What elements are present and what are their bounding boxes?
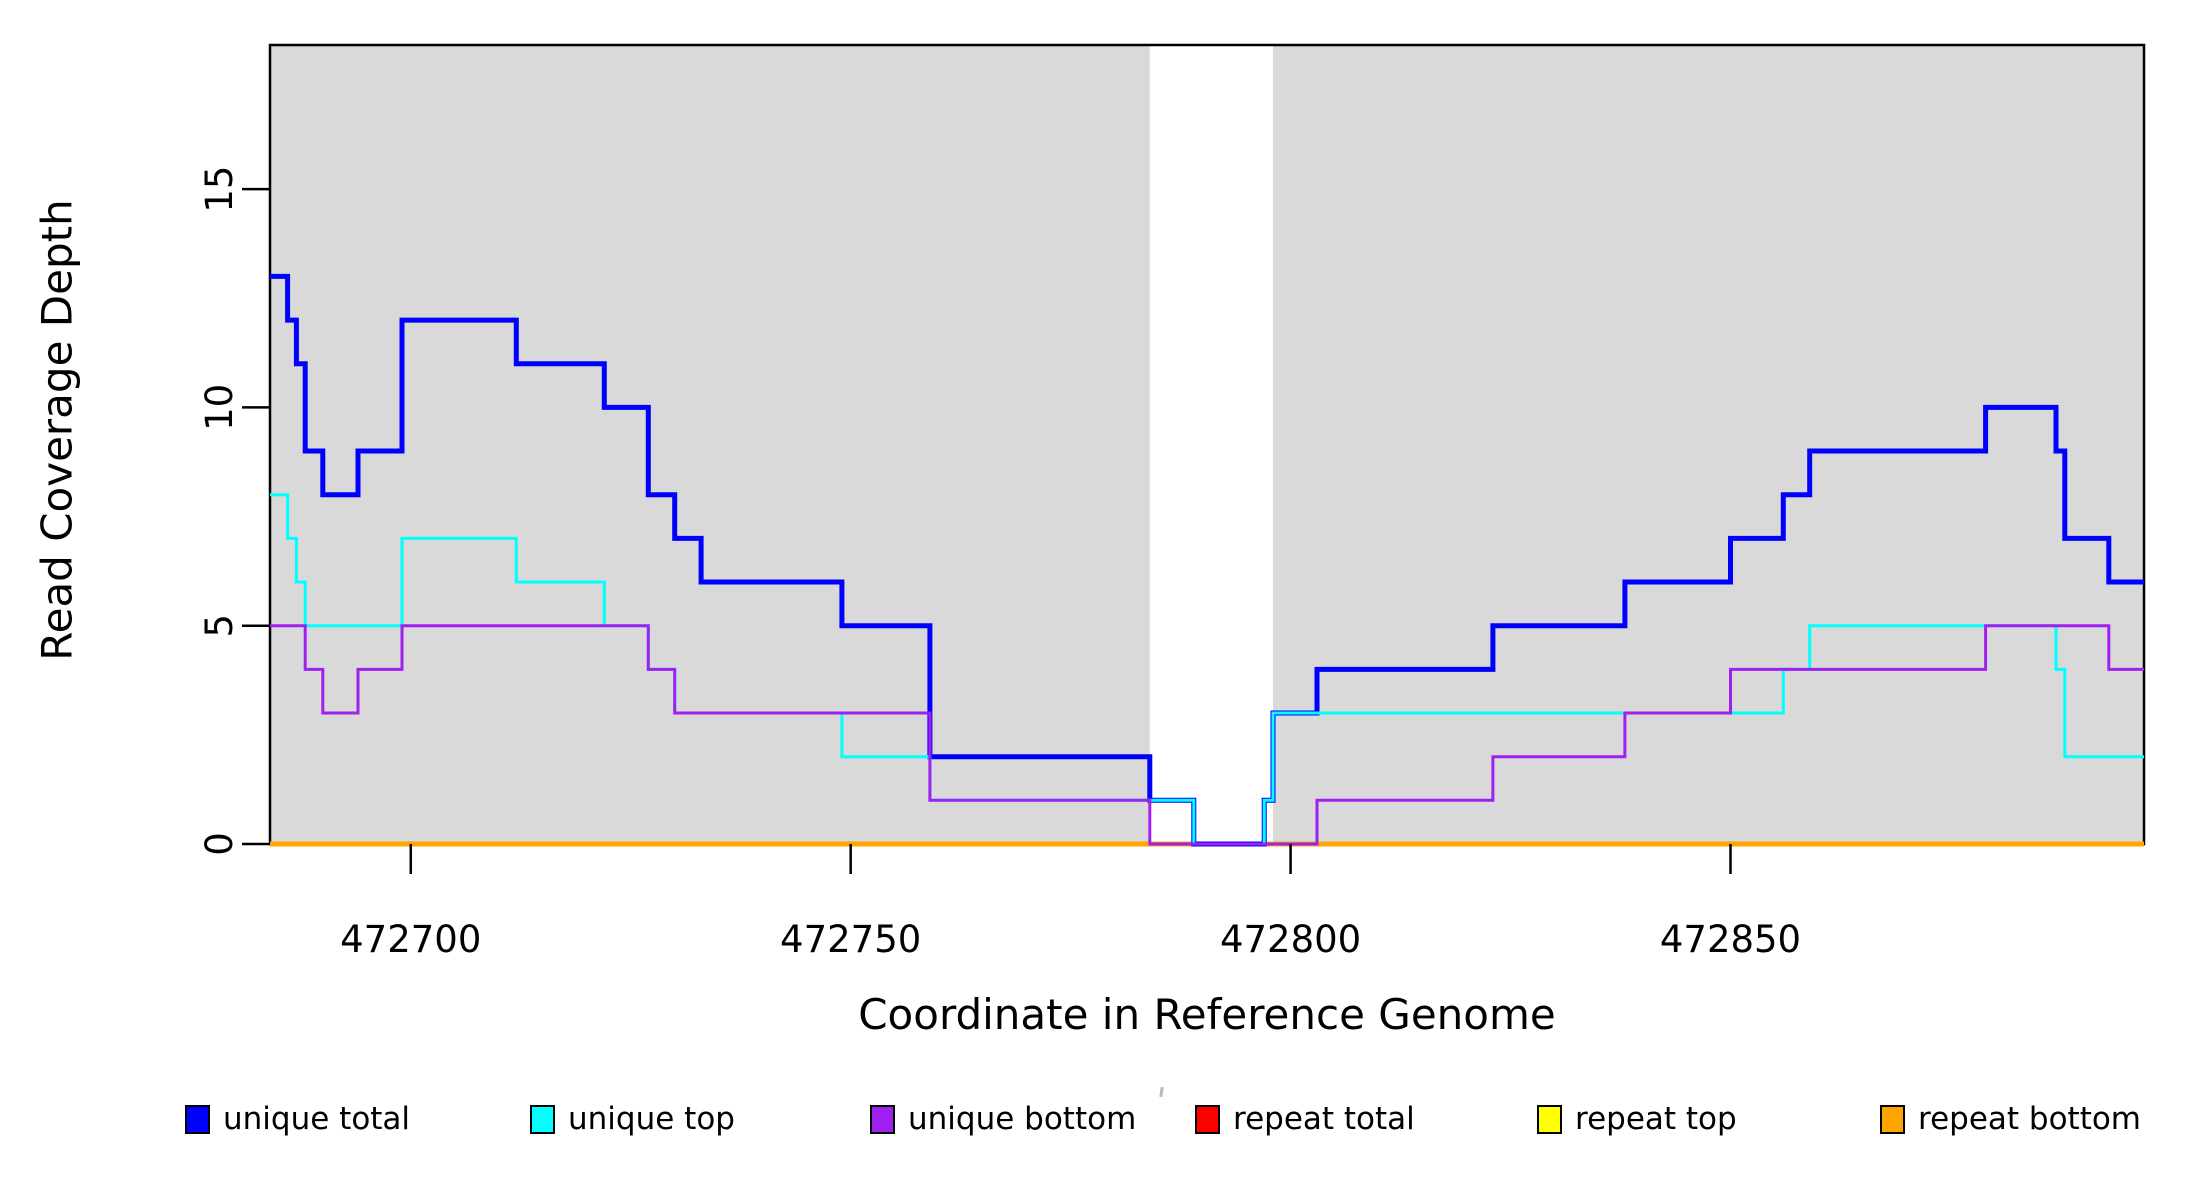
legend-item-unique-top: unique top: [530, 1100, 735, 1138]
legend-label: unique total: [223, 1101, 411, 1137]
series-unique-total: [270, 273, 2144, 847]
legend-item-unique-total: unique total: [185, 1100, 410, 1138]
legend-swatch-repeat-total: [1195, 1104, 1220, 1134]
y-tick-label: 5: [198, 614, 241, 638]
legend-swatch-repeat-bottom: [1880, 1104, 1905, 1134]
x-axis-title: Coordinate in Reference Genome: [858, 990, 1556, 1039]
legend-label: unique bottom: [908, 1101, 1137, 1137]
legend-swatch-repeat-top: [1537, 1104, 1562, 1134]
legend-label: unique top: [568, 1101, 735, 1137]
legend-swatch-unique-total: [185, 1104, 210, 1134]
legend-swatch-unique-bottom: [870, 1104, 895, 1134]
shaded-region: [270, 45, 1150, 844]
series-unique-bottom: [270, 624, 2144, 846]
y-axis-title: Read Coverage Depth: [32, 199, 82, 661]
legend-label: repeat top: [1575, 1101, 1737, 1137]
legend-item-repeat-top: repeat top: [1537, 1100, 1737, 1138]
legend-label: repeat total: [1233, 1101, 1415, 1137]
y-tick-label: 15: [198, 166, 241, 213]
legend-item-unique-bottom: unique bottom: [870, 1100, 1136, 1138]
x-tick-label: 472850: [1660, 918, 1801, 961]
x-tick-label: 472750: [780, 918, 921, 961]
legend-label: repeat bottom: [1918, 1101, 2142, 1137]
y-tick-label: 10: [198, 384, 241, 431]
legend-item-repeat-total: repeat total: [1195, 1100, 1415, 1138]
x-tick-label: 472800: [1220, 918, 1361, 961]
shaded-region: [1272, 45, 2144, 844]
legend-swatch-unique-top: [530, 1104, 555, 1134]
series-unique-top: [270, 493, 2144, 846]
x-tick-label: 472700: [340, 918, 481, 961]
legend-item-repeat-bottom: repeat bottom: [1880, 1100, 2141, 1138]
y-tick-label: 0: [198, 832, 241, 856]
